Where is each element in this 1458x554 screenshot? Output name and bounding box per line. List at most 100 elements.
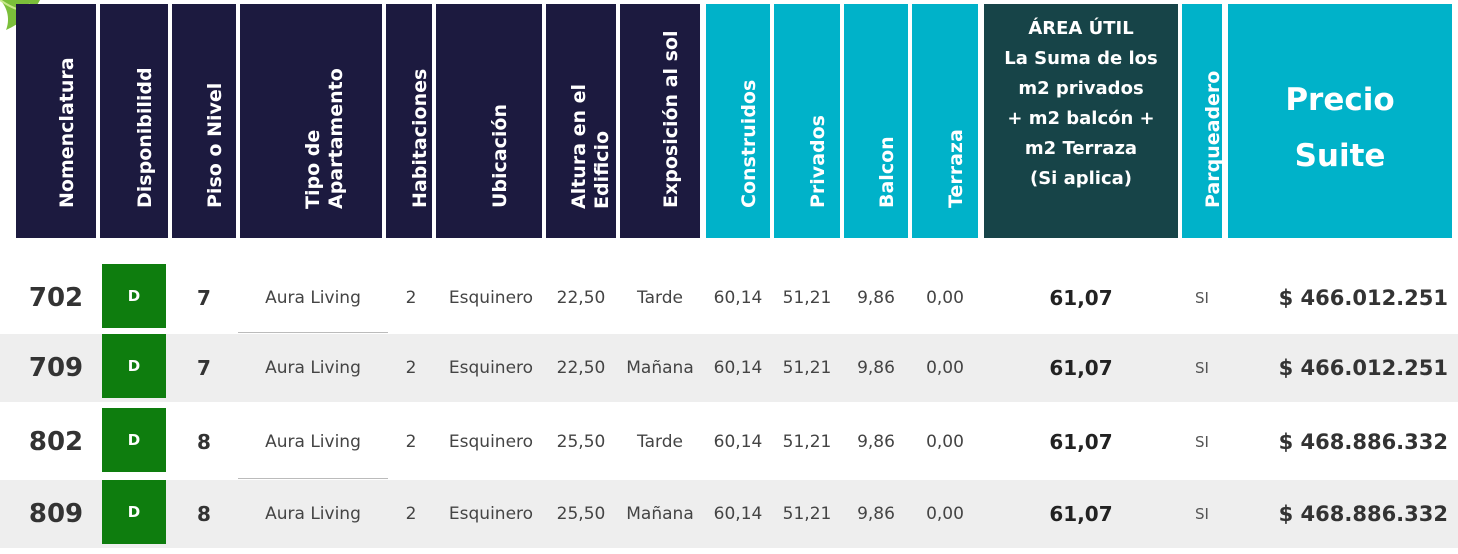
cell-balcon: 9,86 — [857, 288, 895, 308]
cell-area-util: 61,07 — [1049, 502, 1113, 526]
cell-terraza: 0,00 — [926, 504, 964, 524]
cell-parqueadero: SI — [1195, 289, 1209, 307]
cell-piso: 7 — [197, 286, 211, 310]
table-row: 802 D 8 Aura Living 2 Esquinero 25,50 Ta… — [0, 408, 1458, 476]
row-divider — [238, 332, 388, 333]
cell-tipo: Aura Living — [265, 504, 361, 524]
cell-construidos: 60,14 — [713, 504, 763, 524]
cell-ubicacion: Esquinero — [448, 288, 534, 308]
header-disponibilidad: Disponibilidd — [100, 4, 168, 238]
cell-nomenclatura: 702 — [28, 283, 84, 313]
cell-parqueadero: SI — [1195, 433, 1209, 451]
cell-privados: 51,21 — [782, 288, 832, 308]
cell-altura: 22,50 — [556, 288, 606, 308]
cell-exposicion: Mañana — [626, 504, 694, 524]
availability-badge: D — [102, 334, 166, 398]
availability-badge: D — [102, 480, 166, 544]
header-exposicion: Exposición al sol — [620, 4, 700, 238]
header-parqueadero-label: Parqueadero — [1202, 70, 1224, 208]
header-altura: Altura en el Edificio — [546, 4, 616, 238]
header-precio-line-1: Precio — [1285, 82, 1395, 118]
cell-parqueadero: SI — [1195, 359, 1209, 377]
cell-privados: 51,21 — [782, 432, 832, 452]
cell-nomenclatura: 809 — [28, 499, 84, 529]
header-area-line-3: m2 privados — [1018, 78, 1144, 99]
header-construidos-label: Construidos — [738, 79, 760, 208]
header-exposicion-label: Exposición al sol — [660, 30, 682, 208]
header-piso-label: Piso o Nivel — [204, 82, 226, 208]
cell-parqueadero: SI — [1195, 505, 1209, 523]
cell-piso: 8 — [197, 502, 211, 526]
header-area-line-1: ÁREA ÚTIL — [1028, 18, 1134, 39]
header-area-line-2: La Suma de los — [1004, 48, 1158, 69]
header-nomenclatura-label: Nomenclatura — [56, 57, 78, 208]
table-row: 809 D 8 Aura Living 2 Esquinero 25,50 Ma… — [0, 480, 1458, 548]
cell-terraza: 0,00 — [926, 358, 964, 378]
header-habitaciones-label: Habitaciones — [409, 68, 431, 208]
header-privados-label: Privados — [807, 115, 829, 208]
cell-construidos: 60,14 — [713, 432, 763, 452]
header-habitaciones: Habitaciones — [386, 4, 432, 238]
header-tipo-label-1: Tipo de — [302, 129, 324, 209]
cell-balcon: 9,86 — [857, 432, 895, 452]
cell-nomenclatura: 709 — [28, 353, 84, 383]
header-tipo: Tipo de Apartamento — [240, 4, 382, 238]
cell-exposicion: Mañana — [626, 358, 694, 378]
availability-badge: D — [102, 264, 166, 328]
header-privados: Privados — [774, 4, 840, 238]
cell-altura: 25,50 — [556, 504, 606, 524]
availability-badge: D — [102, 408, 166, 472]
header-precio-line-2: Suite — [1294, 138, 1386, 174]
cell-terraza: 0,00 — [926, 432, 964, 452]
cell-precio: $ 466.012.251 — [1278, 286, 1448, 310]
cell-precio: $ 468.886.332 — [1278, 430, 1448, 454]
row-divider — [238, 478, 388, 479]
cell-habitaciones: 2 — [405, 432, 417, 452]
header-terraza-label: Terraza — [945, 129, 967, 208]
cell-balcon: 9,86 — [857, 504, 895, 524]
header-area-line-4: + m2 balcón + — [1007, 108, 1155, 129]
header-ubicacion-label: Ubicación — [489, 104, 511, 208]
header-area-line-5: m2 Terraza — [1024, 138, 1138, 159]
header-balcon-label: Balcon — [876, 136, 898, 208]
cell-altura: 25,50 — [556, 432, 606, 452]
header-tipo-label-2: Apartamento — [325, 68, 347, 209]
header-construidos: Construidos — [706, 4, 770, 238]
cell-habitaciones: 2 — [405, 288, 417, 308]
header-ubicacion: Ubicación — [436, 4, 542, 238]
cell-exposicion: Tarde — [637, 288, 683, 308]
cell-tipo: Aura Living — [265, 358, 361, 378]
cell-precio: $ 466.012.251 — [1278, 356, 1448, 380]
cell-area-util: 61,07 — [1049, 356, 1113, 380]
header-precio: Precio Suite — [1228, 4, 1452, 238]
cell-terraza: 0,00 — [926, 288, 964, 308]
cell-balcon: 9,86 — [857, 358, 895, 378]
header-parqueadero: Parqueadero — [1182, 4, 1224, 238]
cell-privados: 51,21 — [782, 504, 832, 524]
header-nomenclatura: Nomenclatura — [16, 4, 96, 238]
header-terraza: Terraza — [912, 4, 978, 238]
header-altura-label-1: Altura en el — [568, 83, 590, 209]
header-area-util: ÁREA ÚTIL La Suma de los m2 privados + m… — [984, 4, 1178, 238]
cell-altura: 22,50 — [556, 358, 606, 378]
cell-exposicion: Tarde — [637, 432, 683, 452]
cell-ubicacion: Esquinero — [448, 358, 534, 378]
cell-habitaciones: 2 — [405, 358, 417, 378]
cell-piso: 7 — [197, 356, 211, 380]
cell-privados: 51,21 — [782, 358, 832, 378]
header-altura-label-2: Edificio — [591, 130, 613, 209]
cell-tipo: Aura Living — [265, 432, 361, 452]
cell-construidos: 60,14 — [713, 358, 763, 378]
table-row: 702 D 7 Aura Living 2 Esquinero 22,50 Ta… — [0, 264, 1458, 332]
cell-precio: $ 468.886.332 — [1278, 502, 1448, 526]
cell-area-util: 61,07 — [1049, 286, 1113, 310]
cell-ubicacion: Esquinero — [448, 432, 534, 452]
table-row: 709 D 7 Aura Living 2 Esquinero 22,50 Ma… — [0, 334, 1458, 402]
cell-nomenclatura: 802 — [28, 427, 84, 457]
cell-habitaciones: 2 — [405, 504, 417, 524]
header-balcon: Balcon — [844, 4, 908, 238]
cell-tipo: Aura Living — [265, 288, 361, 308]
header-disponibilidad-label: Disponibilidd — [134, 67, 156, 208]
cell-piso: 8 — [197, 430, 211, 454]
cell-area-util: 61,07 — [1049, 430, 1113, 454]
